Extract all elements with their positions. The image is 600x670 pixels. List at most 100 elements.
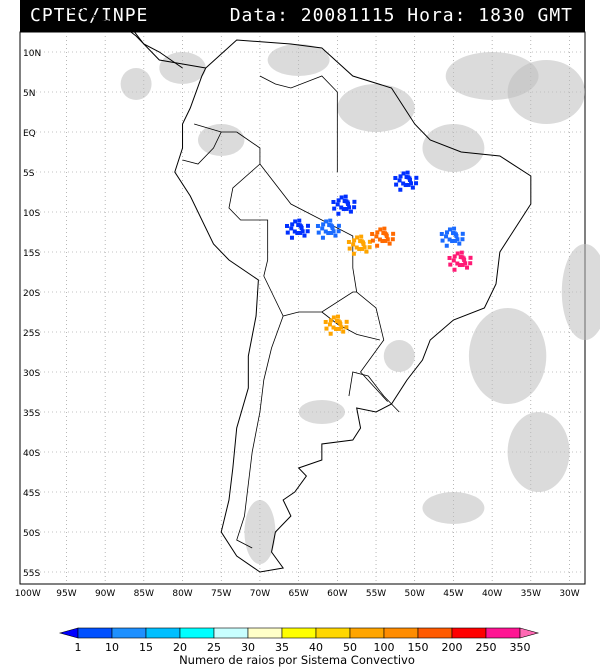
lightning-cluster-1 bbox=[295, 231, 300, 236]
country-border bbox=[228, 163, 269, 277]
colorbar-labels: 1 10 15 20 25 30 35 40 50 100 150 200 250 350 bbox=[75, 641, 531, 654]
lightning-cluster-150 bbox=[382, 226, 387, 231]
lightning-cluster-1 bbox=[339, 205, 344, 210]
lightning-cluster-50 bbox=[341, 329, 346, 334]
lightning-cluster-50 bbox=[334, 327, 339, 332]
lightning-cluster-150 bbox=[375, 243, 380, 248]
lightning-cluster-50 bbox=[339, 325, 344, 330]
colorbar-label: 30 bbox=[241, 641, 255, 654]
lightning-cluster-1 bbox=[404, 175, 409, 180]
lightning-cluster-1 bbox=[450, 231, 455, 236]
lightning-cluster-350 bbox=[448, 262, 453, 267]
colorbar-label: 1 bbox=[75, 641, 82, 654]
lightning-cluster-50 bbox=[331, 315, 336, 320]
lightning-cluster-1 bbox=[410, 185, 415, 190]
latitude-label: 25S bbox=[23, 329, 40, 339]
lightning-cluster-1 bbox=[397, 178, 402, 183]
lightning-cluster-350 bbox=[458, 255, 463, 260]
lightning-cluster-1 bbox=[326, 231, 331, 236]
lightning-cluster-150 bbox=[370, 231, 375, 236]
lightning-cluster-1 bbox=[323, 229, 328, 234]
lightning-cluster-1 bbox=[331, 229, 336, 234]
lightning-cluster-150 bbox=[385, 237, 390, 242]
cloud-patch bbox=[507, 60, 585, 124]
lightning-cluster-150 bbox=[387, 241, 392, 246]
longitude-label: 35W bbox=[521, 589, 541, 599]
lightning-cluster-50 bbox=[324, 326, 329, 331]
colorbar-swatch bbox=[247, 627, 283, 639]
lightning-cluster-1 bbox=[406, 182, 411, 187]
cloud-patch bbox=[422, 124, 485, 172]
colorbar-swatches bbox=[58, 627, 540, 639]
lightning-cluster-1 bbox=[316, 230, 321, 235]
lightning-cluster-50 bbox=[335, 314, 340, 319]
colorbar-swatch bbox=[145, 627, 181, 639]
lightning-cluster-150 bbox=[390, 237, 395, 242]
colorbar-swatch bbox=[417, 627, 453, 639]
lightning-cluster-150 bbox=[383, 238, 388, 243]
lightning-cluster-1 bbox=[290, 222, 295, 227]
colorbar-label: 40 bbox=[309, 641, 323, 654]
lightning-cluster-350 bbox=[468, 255, 473, 260]
lightning-cluster-1 bbox=[336, 223, 341, 228]
lightning-cluster-150 bbox=[375, 230, 380, 235]
longitude-label: 100W bbox=[15, 589, 41, 599]
lightning-cluster-50 bbox=[346, 239, 351, 244]
latitude-label: 35S bbox=[23, 409, 40, 419]
lightning-cluster-50 bbox=[351, 251, 356, 256]
latitude-label: EQ bbox=[23, 129, 36, 139]
lightning-cluster-1 bbox=[305, 229, 310, 234]
lightning-cluster-350 bbox=[452, 267, 457, 272]
latitude-label: 20S bbox=[23, 289, 40, 299]
lightning-cluster-1 bbox=[393, 175, 398, 180]
lightning-cluster-50 bbox=[367, 245, 372, 250]
lightning-cluster-1 bbox=[343, 194, 348, 199]
colorbar-swatch bbox=[451, 627, 487, 639]
lightning-cluster-150 bbox=[391, 231, 396, 236]
lightning-cluster-1 bbox=[344, 206, 349, 211]
cloud-patch bbox=[120, 68, 152, 100]
lightning-cluster-50 bbox=[327, 322, 332, 327]
lightning-cluster-1 bbox=[285, 223, 290, 228]
lightning-cluster-1 bbox=[305, 223, 310, 228]
lightning-cluster-1 bbox=[444, 243, 449, 248]
longitude-label: 30W bbox=[559, 589, 579, 599]
lightning-cluster-1 bbox=[348, 209, 353, 214]
latitude-label: 5S bbox=[23, 169, 35, 179]
lightning-cluster-350 bbox=[468, 261, 473, 266]
lightning-cluster-1 bbox=[329, 230, 334, 235]
lightning-cluster-50 bbox=[328, 331, 333, 336]
lightning-cluster-50 bbox=[331, 325, 336, 330]
colorbar-label: 350 bbox=[510, 641, 531, 654]
lightning-cluster-50 bbox=[351, 242, 356, 247]
colorbar-label: 50 bbox=[343, 641, 357, 654]
lightning-cluster-1 bbox=[289, 226, 294, 231]
lightning-cluster-350 bbox=[455, 251, 460, 256]
latitude-label: 30S bbox=[23, 369, 40, 379]
cloud-patch bbox=[383, 340, 415, 372]
lightning-cluster-50 bbox=[344, 325, 349, 330]
lightning-cluster-1 bbox=[336, 211, 341, 216]
lightning-cluster-350 bbox=[452, 254, 457, 259]
lightning-cluster-1 bbox=[401, 171, 406, 176]
map-frame bbox=[19, 31, 586, 585]
lightning-map: 10N5NEQ5S10S15S20S25S30S35S40S45S50S55S … bbox=[15, 0, 600, 599]
lightning-cluster-1 bbox=[409, 181, 414, 186]
lightning-cluster-350 bbox=[459, 250, 464, 255]
lightning-cluster-350 bbox=[463, 261, 468, 266]
lightning-cluster-1 bbox=[347, 205, 352, 210]
lightning-cluster-1 bbox=[336, 198, 341, 203]
country-border bbox=[236, 315, 284, 549]
lightning-cluster-1 bbox=[394, 182, 399, 187]
lightning-cluster-50 bbox=[355, 235, 360, 240]
lightning-cluster-50 bbox=[360, 246, 365, 251]
lightning-cluster-50 bbox=[354, 245, 359, 250]
lightning-cluster-350 bbox=[457, 263, 462, 268]
lightning-cluster-1 bbox=[300, 229, 305, 234]
lightning-cluster-350 bbox=[465, 265, 470, 270]
longitude-label: 65W bbox=[288, 589, 308, 599]
lightning-cluster-1 bbox=[285, 230, 290, 235]
lightning-cluster-50 bbox=[352, 238, 357, 243]
country-border bbox=[259, 75, 338, 172]
lightning-cluster-1 bbox=[289, 235, 294, 240]
